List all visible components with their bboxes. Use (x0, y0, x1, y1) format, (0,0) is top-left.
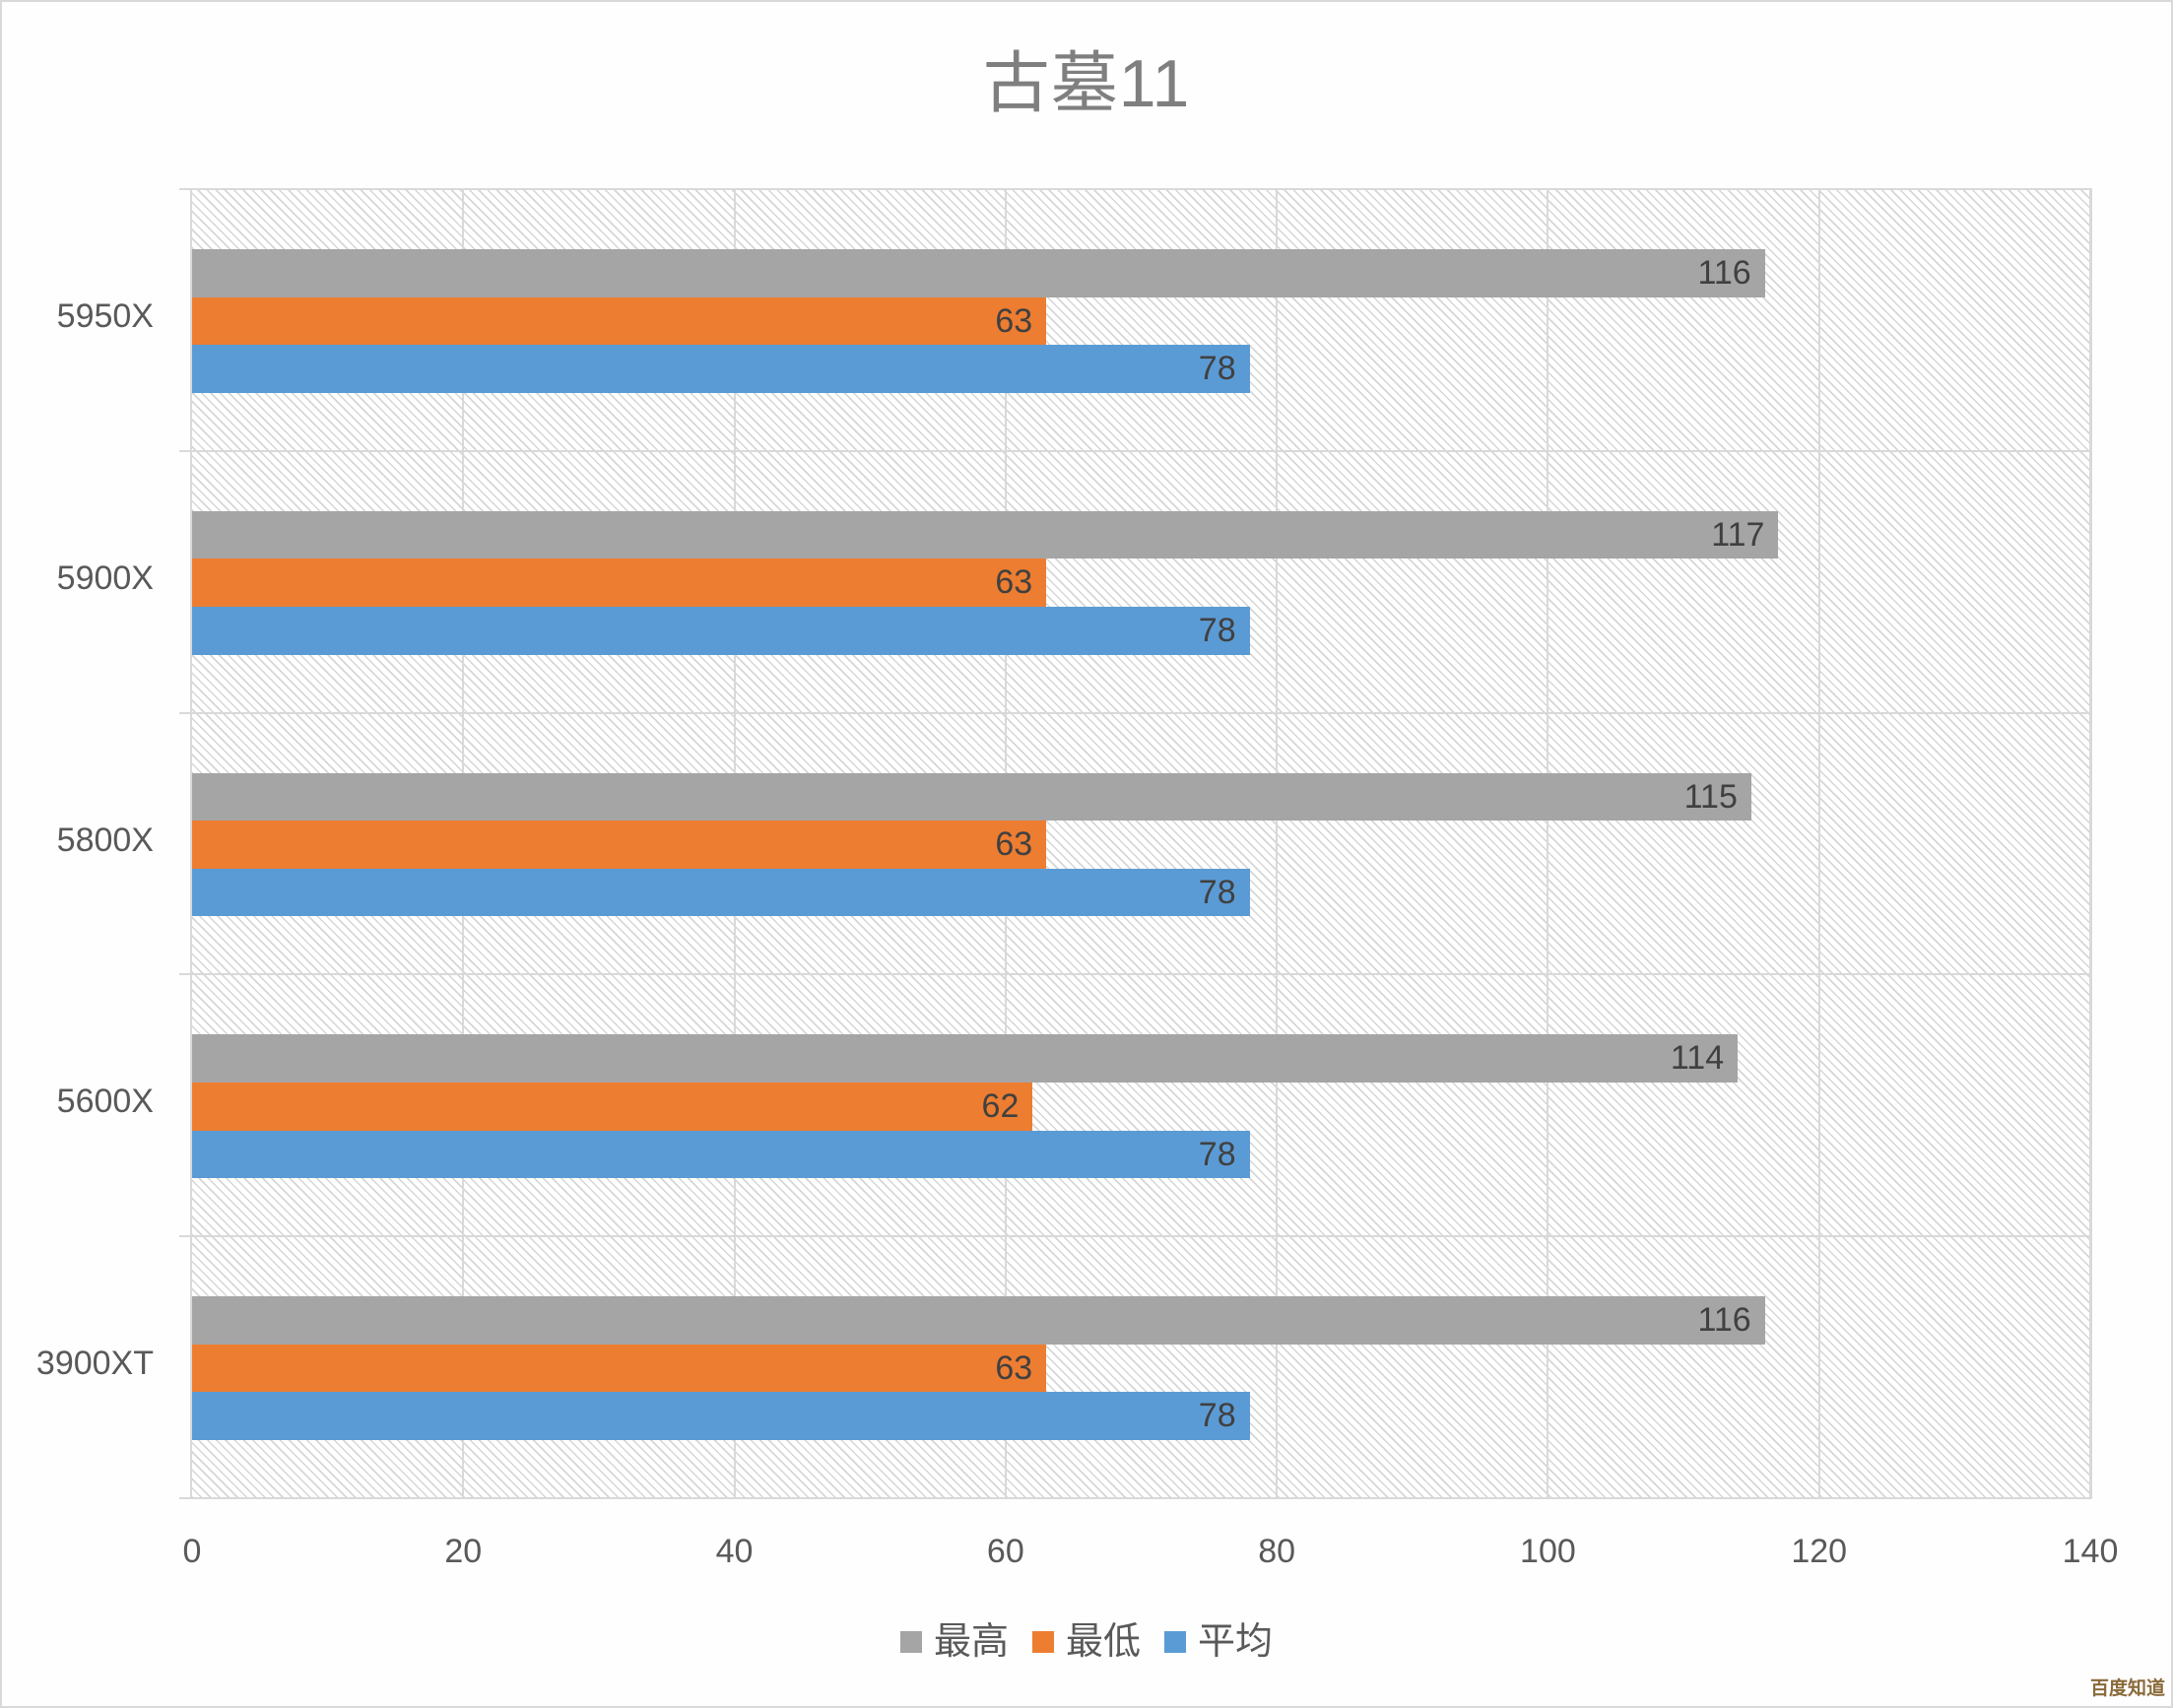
tick-label: 40 (715, 1533, 754, 1570)
bar-5950X-series-1[interactable]: 63 (192, 296, 1047, 346)
legend-label: 最低 (1065, 1621, 1141, 1663)
tick-label: 60 (986, 1533, 1024, 1570)
bar-3900XT-series-0[interactable]: 116 (192, 1296, 1765, 1345)
legend-label: 平均 (1198, 1621, 1274, 1663)
data-label: 63 (995, 1348, 1033, 1387)
bar-5800X-series-1[interactable]: 63 (192, 821, 1047, 869)
category-separator (179, 973, 2092, 976)
bar-5800X-series-2[interactable]: 78 (192, 868, 1250, 917)
bar-5950X-series-2[interactable]: 78 (192, 345, 1250, 393)
data-label: 78 (1198, 873, 1236, 911)
tick-label: 20 (444, 1533, 483, 1570)
legend-label: 最高 (933, 1621, 1009, 1663)
gridline-vertical (1817, 189, 1820, 1498)
category-separator (179, 711, 2092, 714)
gridline-vertical (1547, 189, 1549, 1498)
gridline-vertical (1276, 189, 1279, 1498)
data-label: 62 (981, 1087, 1020, 1125)
legend: 最高 最低 平均 (0, 1620, 2173, 1664)
legend-item[interactable]: 平均 (1164, 1620, 1273, 1664)
data-label: 63 (995, 563, 1033, 602)
bar-5950X-series-0[interactable]: 116 (192, 249, 1765, 297)
data-label: 117 (1711, 515, 1765, 554)
tick-label: 120 (1791, 1533, 1848, 1570)
category-label: 3900XT (35, 1345, 154, 1383)
bar-5600X-series-1[interactable]: 62 (192, 1083, 1033, 1131)
plot-area (192, 189, 2092, 1498)
data-label: 78 (1198, 612, 1236, 649)
data-label: 63 (995, 301, 1033, 340)
bar-3900XT-series-2[interactable]: 78 (192, 1392, 1250, 1440)
chart-title: 古墓11 (982, 46, 1191, 121)
bar-5600X-series-0[interactable]: 114 (192, 1034, 1739, 1083)
tick-label: 80 (1258, 1533, 1296, 1570)
category-separator (179, 188, 2092, 190)
category-label: 5800X (56, 821, 154, 859)
category-label: 5600X (56, 1083, 154, 1121)
data-label: 114 (1670, 1039, 1725, 1078)
legend-item[interactable]: 最高 (899, 1620, 1009, 1664)
category-label: 5950X (56, 296, 154, 335)
tick-label: 0 (182, 1533, 202, 1570)
legend-swatch-icon (1031, 1631, 1054, 1653)
legend-item[interactable]: 最低 (1031, 1620, 1141, 1664)
gridline-vertical (2089, 189, 2091, 1498)
bar-5900X-series-2[interactable]: 78 (192, 607, 1250, 655)
data-label: 78 (1198, 1397, 1236, 1435)
data-label: 115 (1683, 777, 1738, 816)
bar-5800X-series-0[interactable]: 115 (192, 772, 1751, 821)
value-axis-line (179, 1497, 2092, 1499)
category-axis-line (190, 189, 192, 1498)
tick-label: 140 (2062, 1533, 2119, 1570)
watermark-logo: 百度知道 (2089, 1678, 2165, 1699)
data-label: 78 (1198, 1135, 1236, 1173)
tick-label: 100 (1520, 1533, 1576, 1570)
bar-5600X-series-2[interactable]: 78 (192, 1130, 1250, 1179)
bar-3900XT-series-1[interactable]: 63 (192, 1344, 1047, 1393)
data-label: 78 (1198, 350, 1236, 388)
data-label: 116 (1697, 1301, 1751, 1340)
bar-5900X-series-0[interactable]: 117 (192, 510, 1779, 559)
data-label: 116 (1697, 254, 1751, 292)
bar-5900X-series-1[interactable]: 63 (192, 558, 1047, 607)
category-separator (179, 449, 2092, 452)
legend-swatch-icon (899, 1631, 922, 1653)
legend-swatch-icon (1164, 1631, 1186, 1653)
data-label: 63 (995, 825, 1033, 864)
category-separator (179, 1235, 2092, 1238)
category-label: 5900X (56, 558, 154, 597)
